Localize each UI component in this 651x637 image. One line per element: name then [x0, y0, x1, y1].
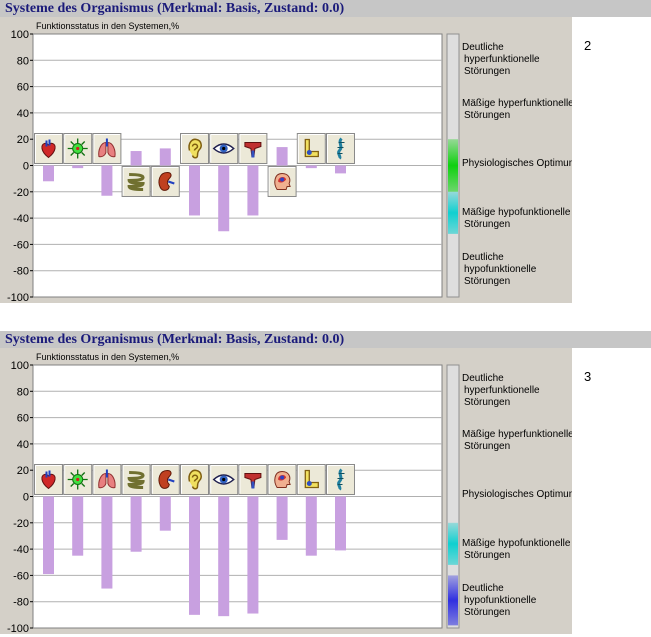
- heart-icon[interactable]: [34, 133, 63, 164]
- kidney-icon[interactable]: [150, 464, 180, 495]
- head-icon[interactable]: [267, 464, 297, 495]
- y-tick-label: 40: [17, 108, 29, 120]
- bar-chart: Funktionsstatus in den Systemen,% 100 80 60…: [7, 21, 572, 303]
- y-tick-label: -80: [13, 597, 29, 609]
- bar: [159, 148, 171, 166]
- y-tick-label: 100: [11, 360, 29, 372]
- bar: [72, 165, 84, 169]
- endocrine-icon[interactable]: [238, 464, 268, 495]
- y-tick-label: -100: [7, 623, 29, 634]
- bar: [43, 496, 54, 575]
- panel-title-bar: [0, 0, 651, 17]
- lungs-icon[interactable]: [92, 133, 122, 164]
- ear-icon[interactable]: [180, 133, 209, 164]
- y-tick-label: -40: [13, 213, 29, 225]
- head-icon[interactable]: [267, 166, 297, 197]
- y-tick-label: 80: [17, 55, 29, 67]
- status-band-green: [448, 139, 458, 192]
- y-tick-label: 20: [17, 134, 29, 146]
- bar: [72, 496, 84, 556]
- bar: [276, 496, 288, 540]
- spine-icon[interactable]: [326, 133, 355, 164]
- bar: [101, 496, 113, 589]
- legend-entry: Deutliche hypofunktionelle Störungen: [462, 583, 537, 618]
- eye-icon[interactable]: [209, 464, 239, 495]
- kidney-icon[interactable]: [150, 166, 180, 197]
- y-tick-label: -60: [13, 239, 29, 251]
- joint-icon[interactable]: [296, 464, 326, 495]
- legend-entry: Mäßige hyperfunktionelle Störungen: [462, 98, 572, 121]
- legend-entry: Deutliche hyperfunktionelle Störungen: [462, 42, 540, 77]
- legend-entry: Mäßige hyperfunktionelle Störungen: [462, 429, 572, 452]
- y-tick-label: 20: [17, 465, 29, 477]
- legend-entry: Deutliche hypofunktionelle Störungen: [462, 252, 537, 287]
- status-band-cyan: [448, 522, 458, 565]
- y-tick-label: -20: [13, 518, 29, 530]
- bar: [247, 165, 259, 216]
- bar-chart: Funktionsstatus in den Systemen,% 100 80 60…: [7, 352, 572, 634]
- nervous-system-icon[interactable]: [63, 133, 93, 164]
- bar: [276, 147, 288, 166]
- y-tick-label: -60: [13, 570, 29, 582]
- panel-title: Systeme des Organismus (Merkmal: Basis, …: [5, 332, 345, 347]
- bar: [189, 165, 200, 216]
- bar: [218, 496, 230, 617]
- bar: [335, 496, 346, 551]
- bar: [335, 165, 346, 174]
- panel-title-bar: [0, 331, 651, 348]
- bar: [305, 496, 317, 556]
- status-band-blue: [448, 575, 458, 626]
- y-axis-label: Funktionsstatus in den Systemen,%: [36, 352, 179, 362]
- bar: [218, 165, 230, 232]
- legend-entry: Mäßige hypofunktionelle Störungen: [462, 207, 571, 230]
- bar: [43, 165, 54, 182]
- bar: [101, 165, 113, 196]
- intestine-icon[interactable]: [121, 464, 151, 495]
- eye-icon[interactable]: [209, 133, 239, 164]
- intestine-icon[interactable]: [121, 166, 151, 197]
- spine-icon[interactable]: [326, 464, 355, 495]
- y-tick-label: -80: [13, 266, 29, 278]
- ear-icon[interactable]: [180, 464, 209, 495]
- y-tick-label: -20: [13, 187, 29, 199]
- heart-icon[interactable]: [34, 464, 63, 495]
- nervous-system-icon[interactable]: [63, 464, 93, 495]
- lungs-icon[interactable]: [92, 464, 122, 495]
- legend-entry: Mäßige hypofunktionelle Störungen: [462, 538, 571, 561]
- y-tick-label: 0: [23, 492, 29, 504]
- bar: [247, 496, 259, 614]
- panel-title: Systeme des Organismus (Merkmal: Basis, …: [5, 1, 345, 16]
- y-axis-label: Funktionsstatus in den Systemen,%: [36, 21, 179, 31]
- bar: [305, 165, 317, 169]
- y-tick-label: 60: [17, 82, 29, 94]
- bar: [189, 496, 200, 615]
- y-tick-label: -100: [7, 292, 29, 303]
- legend-entry: Deutliche hyperfunktionelle Störungen: [462, 373, 540, 408]
- y-tick-label: 100: [11, 29, 29, 41]
- bar: [159, 496, 171, 531]
- status-band-cyan: [448, 191, 458, 234]
- y-tick-label: 60: [17, 413, 29, 425]
- y-tick-label: 0: [23, 161, 29, 173]
- legend-entry: Physiologisches Optimum: [462, 158, 572, 169]
- legend-entry: Physiologisches Optimum: [462, 489, 572, 500]
- joint-icon[interactable]: [296, 133, 326, 164]
- bar: [130, 151, 142, 166]
- endocrine-icon[interactable]: [238, 133, 268, 164]
- y-tick-label: -40: [13, 544, 29, 556]
- panel-number: 3: [584, 369, 592, 384]
- y-tick-label: 80: [17, 386, 29, 398]
- y-tick-label: 40: [17, 439, 29, 451]
- bar: [130, 496, 142, 552]
- panel-number: 2: [584, 38, 592, 53]
